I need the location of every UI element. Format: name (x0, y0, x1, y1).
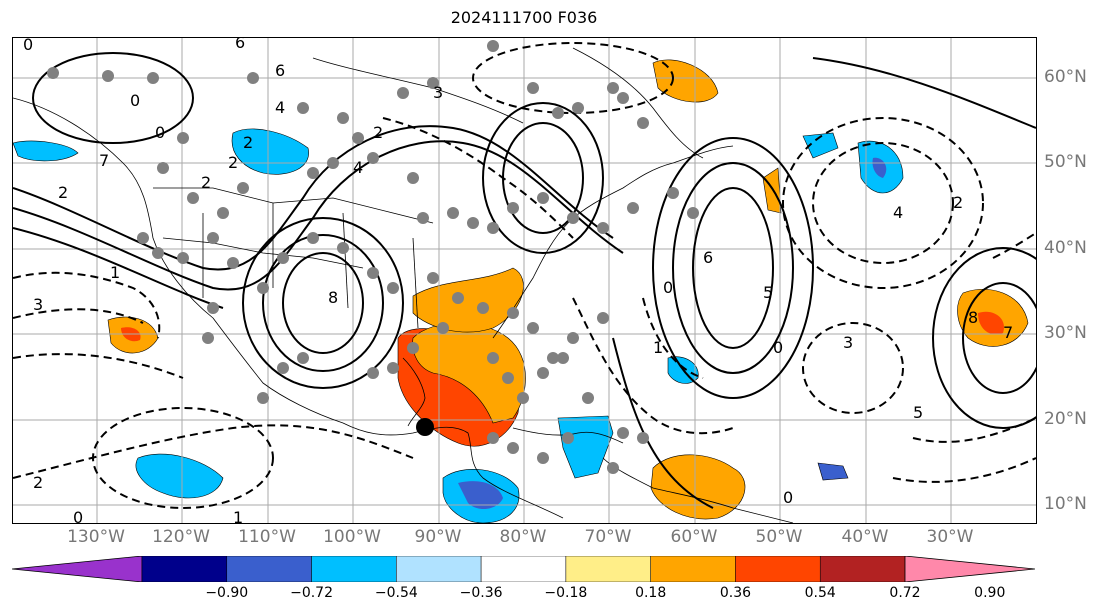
contour-label: 6 (703, 248, 713, 267)
graticule (13, 38, 1036, 523)
contour-label: 1 (653, 338, 663, 357)
shaded-anomalies (13, 59, 1029, 523)
lat-label: 40°N (1044, 238, 1087, 258)
coastlines (13, 47, 794, 523)
colorbar-tick: −0.90 (205, 585, 249, 601)
contour-label: 2 (33, 473, 43, 492)
contour-label: 0 (773, 338, 783, 357)
contour-label: 4 (893, 203, 903, 222)
contour-label: 0 (23, 38, 33, 54)
contour-label: 8 (328, 288, 338, 307)
contour-label: 4 (275, 98, 285, 117)
contour-label: 2 (201, 173, 211, 192)
lon-label: 90°W (414, 527, 462, 547)
contour-label: 0 (663, 278, 673, 297)
contour-label: 0 (130, 91, 140, 110)
contour-label: 2 (953, 193, 963, 212)
contour-label: 3 (843, 333, 853, 352)
lon-label: 100°W (323, 527, 381, 547)
contour-label: 2 (228, 153, 238, 172)
contour-label: 2 (58, 183, 68, 202)
lon-label: 130°W (67, 527, 125, 547)
colorbar-tick: −0.54 (374, 585, 418, 601)
map-title: 2024111700 F036 (450, 8, 598, 27)
contour-label: 2 (373, 123, 383, 142)
contour-label: 7 (1003, 323, 1013, 342)
contour-label: 6 (235, 38, 245, 52)
colorbar-tick: 0.90 (974, 585, 1006, 601)
lon-label: 70°W (584, 527, 632, 547)
lon-label: 50°W (755, 527, 803, 547)
lon-label: 120°W (152, 527, 210, 547)
contour-label: 4 (353, 158, 363, 177)
colorbar (12, 556, 1035, 582)
contour-label: 6 (275, 61, 285, 80)
contour-label: 2 (243, 133, 253, 152)
lon-label: 40°W (841, 527, 889, 547)
contour-label: 0 (783, 488, 793, 507)
contour-label: 8 (968, 308, 978, 327)
contour-label: 0 (73, 508, 83, 523)
black-marker (416, 418, 434, 436)
contour-label: 7 (99, 151, 109, 170)
contour-label: 5 (913, 403, 923, 422)
contour-label: 5 (763, 283, 773, 302)
lat-label: 60°N (1044, 67, 1087, 87)
dashed-contours (13, 42, 1036, 509)
lat-label: 30°N (1044, 323, 1087, 343)
solid-contours (13, 52, 1036, 509)
colorbar-tick: −0.18 (544, 585, 588, 601)
contour-label: 3 (433, 83, 443, 102)
lat-label: 20°N (1044, 409, 1087, 429)
contour-label: 1 (233, 508, 243, 523)
contour-label: 0 (155, 123, 165, 142)
colorbar-tick: 0.36 (719, 585, 752, 601)
colorbar-tick: −0.36 (459, 585, 503, 601)
colorbar-tick: 0.18 (635, 585, 667, 601)
colorbar-tick: 0.72 (889, 585, 921, 601)
colorbar-tick: 0.54 (804, 585, 836, 601)
lon-label: 80°W (499, 527, 547, 547)
observation-dots (47, 40, 699, 474)
lon-label: 60°W (670, 527, 718, 547)
contour-label: 3 (33, 295, 43, 314)
colorbar-tick: −0.72 (290, 585, 333, 601)
lat-label: 10°N (1044, 494, 1087, 514)
lon-label: 110°W (238, 527, 296, 547)
lon-label: 30°W (926, 527, 974, 547)
lat-label: 50°N (1044, 152, 1087, 172)
contour-label: 1 (110, 263, 120, 282)
